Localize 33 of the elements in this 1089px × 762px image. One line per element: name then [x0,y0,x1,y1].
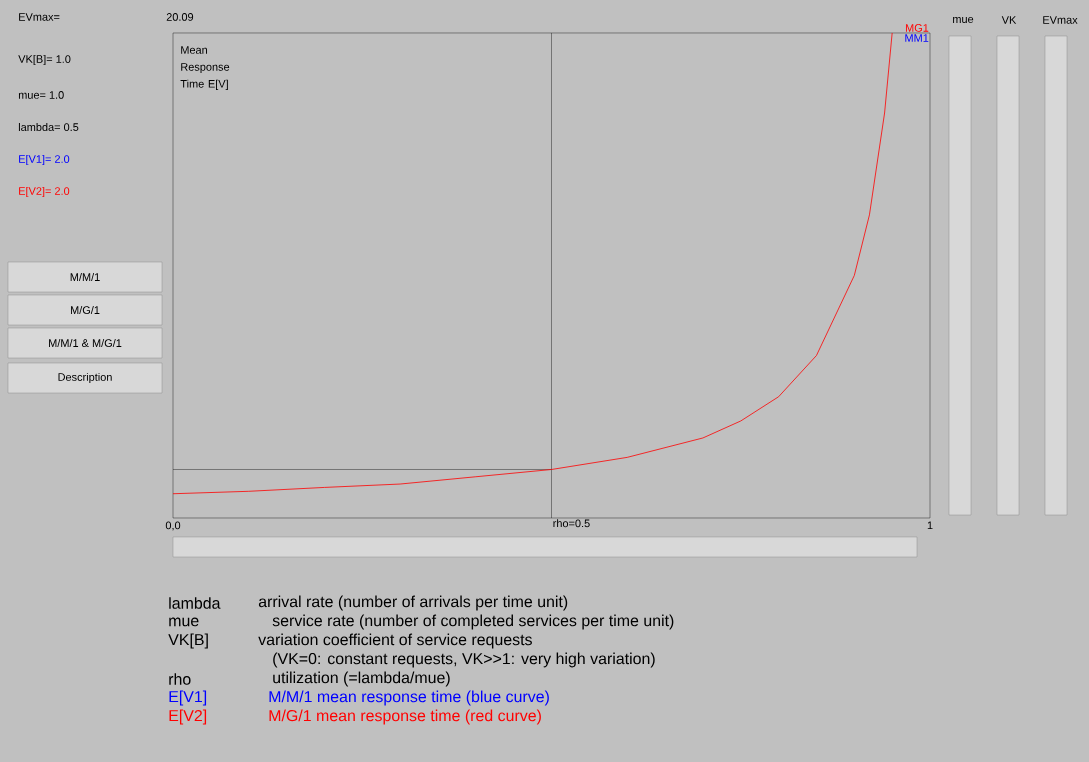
text: E[V2] [169,709,207,725]
text: M/G/1 [71,305,100,315]
series-label: MG1 [905,24,929,32]
text: E[V1] [169,690,207,706]
text: E[V2]= 2.0 [19,186,70,198]
text: M/G/1 mean response time (red curve) [269,709,541,725]
text: utilization (=lambda/mue) [273,671,450,687]
text: VK[B]= 1.0 [18,54,71,66]
x-tick-label: 1 [927,521,933,530]
text: service rate (number of completed services per time unit) [272,614,674,630]
x-tick-label: 0,0 [165,521,181,531]
text: mue= 1.0 [18,91,64,99]
text: rho [169,673,191,685]
text: EVmax [1043,16,1078,24]
text: variation coefficient of service requests [258,633,532,649]
text: arrival rate (number of arrivals per time unit) [258,595,568,611]
text: lambda [169,597,221,609]
text: lambda= 0.5 [18,122,79,132]
text: E[V1]= 2.0 [19,154,70,166]
text: 20.09 [166,13,194,21]
text: Description [58,372,112,384]
legend-label: MM1 [905,34,929,42]
ref-line-label: rho=0.5 [553,519,590,528]
text: M/M/1 & M/G/1 [49,338,122,348]
text: (VK=0: constant requests, VK>>1: very high variation) [273,652,655,668]
y-axis-title: Mean Response Time E[V] [180,46,230,90]
text: EVmax= [19,13,60,21]
text: M/M/1 mean response time (blue curve) [269,690,549,706]
text: mue [953,16,974,23]
text: VK [1001,16,1017,24]
text: mue [169,617,199,627]
text: VK[B] [168,633,208,649]
text: M/M/1 [70,272,100,282]
